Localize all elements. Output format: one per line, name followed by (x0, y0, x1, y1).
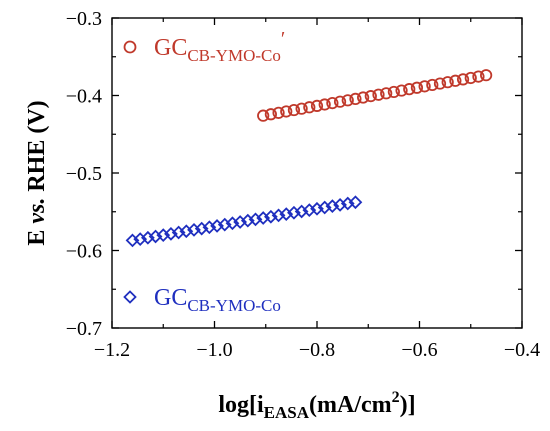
data-point-series-1 (456, 73, 470, 86)
data-point-series-1 (264, 108, 277, 121)
data-point-series-1 (441, 76, 454, 89)
data-point-series-1 (372, 88, 385, 101)
data-point-series-1 (472, 70, 485, 83)
data-point-series-1 (433, 77, 447, 90)
data-point-series-1 (403, 83, 416, 96)
legend-marker-series-2 (123, 290, 137, 304)
data-point-series-1 (357, 91, 370, 104)
data-point-series-2 (348, 195, 363, 210)
data-point-series-1 (426, 78, 439, 92)
data-point-series-1 (257, 109, 270, 122)
data-point-series-1 (318, 98, 331, 111)
y-tick-labels: −0.7 −0.6 −0.5 −0.4 −0.3 (66, 8, 102, 340)
series-marks (125, 69, 493, 248)
data-point-series-1 (387, 85, 400, 99)
data-point-series-1 (349, 92, 362, 106)
data-point-series-1 (449, 74, 462, 87)
data-point-series-1 (272, 106, 285, 119)
data-point-series-1 (395, 84, 408, 97)
y-axis-title: E vs. RHE (V) (24, 100, 50, 245)
x-tick-label: −0.6 (401, 339, 437, 361)
axis-ticks (111, 17, 523, 329)
legend-marker-series-1 (123, 40, 137, 54)
y-tick-label: −0.6 (66, 241, 102, 263)
data-point-series-1 (280, 105, 293, 118)
data-point-series-1 (333, 95, 347, 108)
x-tick-label: −1.2 (94, 339, 130, 361)
data-point-series-1 (295, 102, 308, 115)
data-point-series-1 (380, 87, 393, 100)
data-point-series-1 (303, 101, 316, 114)
data-point-series-1 (464, 71, 477, 85)
y-tick-label: −0.5 (66, 163, 102, 185)
data-point-series-1 (326, 96, 339, 110)
data-point-series-1 (310, 99, 324, 112)
data-point-series-1 (341, 94, 354, 107)
x-axis-title: log[iEASA(mA/cm2)] (218, 389, 415, 422)
y-tick-label: −0.4 (66, 86, 102, 108)
legend-label-series-2: GCCB-YMO-Co (154, 285, 281, 315)
data-point-series-1 (480, 69, 493, 82)
legend-label-series-1: GCCB-YMO-Co′ (154, 28, 285, 65)
y-tick-label: −0.7 (66, 318, 102, 340)
data-point-series-1 (418, 80, 431, 93)
data-point-series-1 (364, 90, 377, 103)
plot-frame (111, 17, 523, 329)
x-tick-label: −0.8 (299, 339, 335, 361)
data-point-series-1 (287, 103, 301, 117)
x-tick-labels: −1.2 −1.0 −0.8 −0.6 −0.4 (94, 339, 540, 361)
x-tick-label: −0.4 (504, 339, 540, 361)
x-tick-label: −1.0 (196, 339, 232, 361)
data-point-series-1 (410, 81, 424, 94)
y-tick-label: −0.3 (66, 8, 102, 30)
